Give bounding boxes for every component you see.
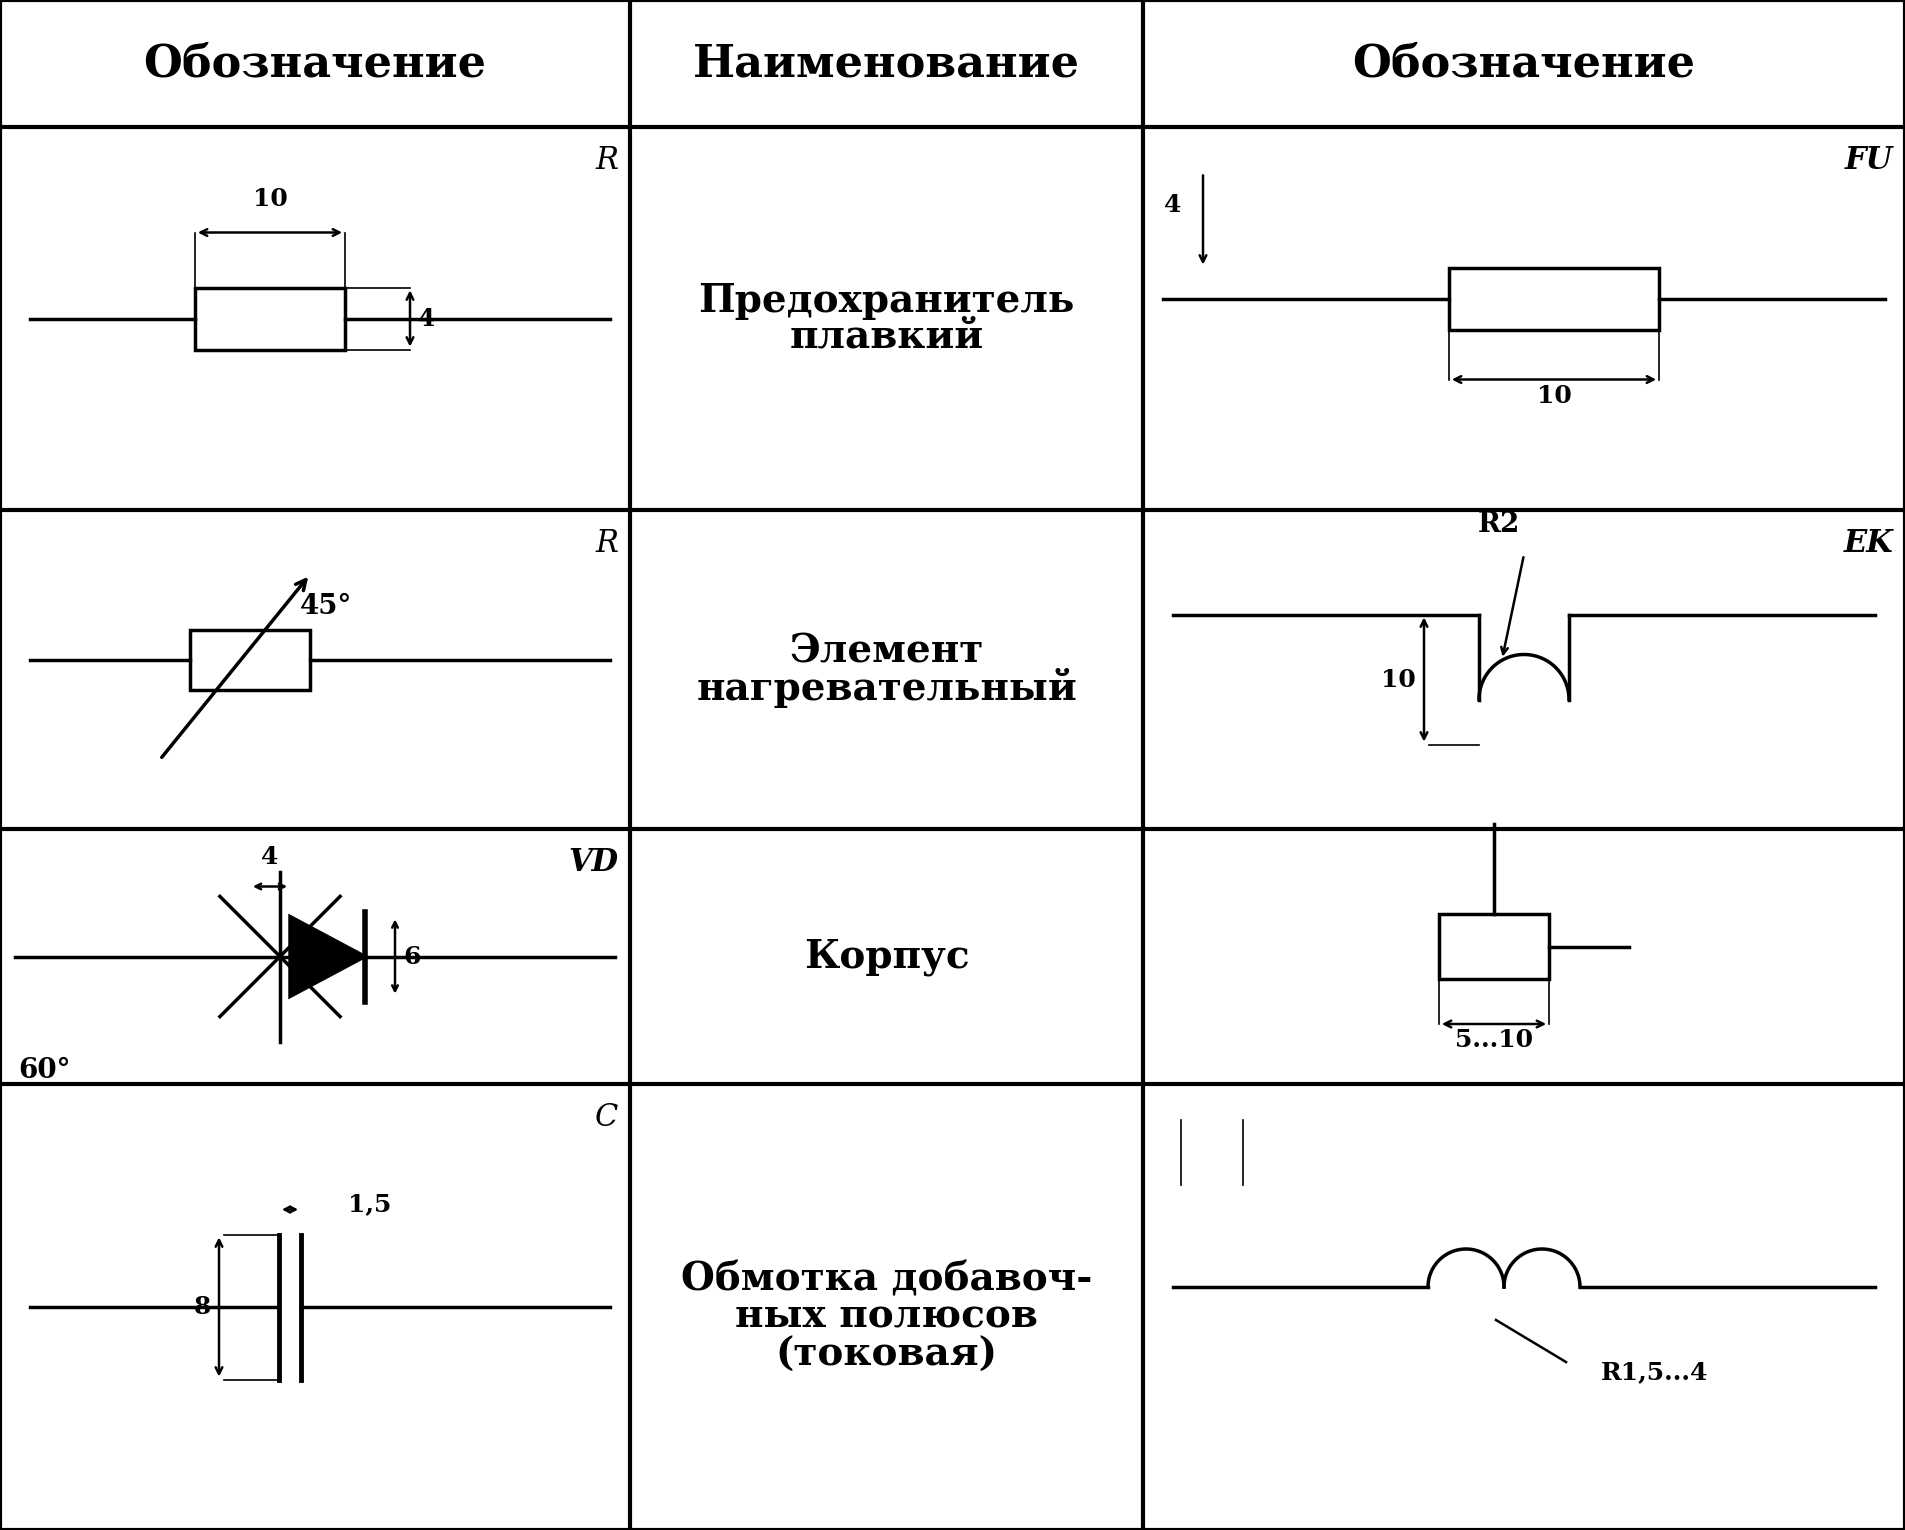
Text: Обозначение: Обозначение (143, 41, 486, 86)
Text: Элемент: Элемент (789, 632, 983, 670)
Text: 4: 4 (261, 845, 278, 869)
Bar (190, 629, 311, 690)
Text: 4: 4 (417, 306, 434, 330)
Text: 4: 4 (1164, 193, 1181, 217)
Text: нагревательный: нагревательный (695, 667, 1076, 707)
Text: 6: 6 (404, 944, 421, 968)
Bar (1450, 268, 1659, 329)
Polygon shape (290, 916, 366, 996)
Text: C: C (594, 1102, 617, 1134)
Text: R: R (594, 528, 617, 558)
Text: Обозначение: Обозначение (1353, 41, 1695, 86)
Text: 45°: 45° (299, 592, 352, 620)
Text: 60°: 60° (17, 1057, 70, 1083)
Text: (токовая): (токовая) (775, 1336, 998, 1374)
Text: R1,5...4: R1,5...4 (1600, 1360, 1709, 1385)
Text: Обмотка добавоч-: Обмотка добавоч- (680, 1261, 1092, 1297)
Text: 1,5: 1,5 (349, 1192, 391, 1216)
Text: 10: 10 (1381, 667, 1415, 692)
Text: FU: FU (1844, 145, 1894, 176)
Text: Предохранитель: Предохранитель (699, 282, 1074, 320)
Text: плавкий: плавкий (789, 318, 983, 355)
Text: VD: VD (568, 848, 617, 878)
Bar (194, 288, 345, 349)
Bar (1438, 913, 1549, 979)
Text: Наименование: Наименование (693, 41, 1080, 86)
Text: R: R (594, 145, 617, 176)
Text: EK: EK (1844, 528, 1894, 558)
Text: 5...10: 5...10 (1455, 1028, 1534, 1053)
Text: 10: 10 (253, 187, 288, 211)
Text: ных полюсов: ных полюсов (735, 1297, 1038, 1336)
Text: R2: R2 (1478, 511, 1520, 537)
Text: 8: 8 (194, 1294, 211, 1319)
Text: Корпус: Корпус (804, 938, 970, 976)
Text: 10: 10 (1537, 384, 1572, 407)
